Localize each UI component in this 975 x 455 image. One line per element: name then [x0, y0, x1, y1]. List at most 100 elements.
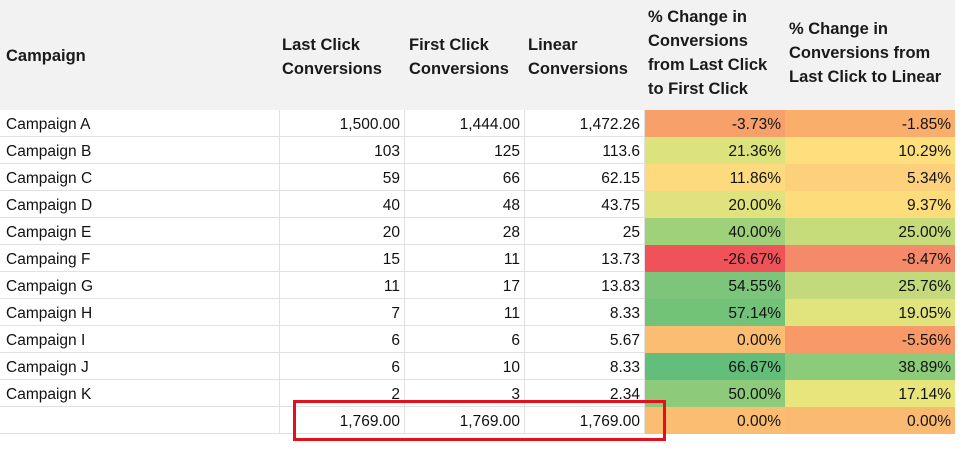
table-row: Campaign H 7 11 8.33 57.14% 19.05% — [0, 299, 955, 326]
gridline — [0, 433, 645, 434]
first-click-cell[interactable]: 1,769.00 — [405, 407, 525, 434]
table-row: Campaign B 103 125 113.6 21.36% 10.29% — [0, 137, 955, 164]
linear-cell[interactable]: 8.33 — [525, 353, 645, 380]
last-click-cell[interactable]: 6 — [280, 326, 405, 353]
last-click-cell[interactable]: 20 — [280, 218, 405, 245]
campaign-cell[interactable]: Campaign I — [0, 326, 280, 353]
linear-cell[interactable]: 1,769.00 — [525, 407, 645, 434]
first-click-cell[interactable]: 17 — [405, 272, 525, 299]
last-click-cell[interactable]: 59 — [280, 164, 405, 191]
first-click-cell[interactable]: 48 — [405, 191, 525, 218]
pct-linear-cell[interactable]: 9.37% — [785, 191, 955, 218]
gridline — [0, 298, 645, 299]
pct-linear-cell[interactable]: 0.00% — [785, 407, 955, 434]
pct-linear-cell[interactable]: 25.76% — [785, 272, 955, 299]
first-click-cell[interactable]: 11 — [405, 245, 525, 272]
last-click-cell[interactable]: 6 — [280, 353, 405, 380]
last-click-cell[interactable]: 15 — [280, 245, 405, 272]
pct-linear-cell[interactable]: 10.29% — [785, 137, 955, 164]
header-first-click: First Click Conversions — [405, 0, 525, 110]
pct-first-cell[interactable]: 0.00% — [645, 407, 785, 434]
header-last-click-label: Last Click Conversions — [282, 36, 382, 78]
first-click-cell[interactable]: 28 — [405, 218, 525, 245]
campaign-cell[interactable]: Campaign K — [0, 380, 280, 407]
pct-first-cell[interactable]: -26.67% — [645, 245, 785, 272]
gridline — [0, 190, 645, 191]
header-pct-first: % Change in Conversions from Last Click … — [645, 0, 785, 110]
pct-first-cell[interactable]: 54.55% — [645, 272, 785, 299]
pct-first-cell[interactable]: 11.86% — [645, 164, 785, 191]
table-row: Campaign C 59 66 62.15 11.86% 5.34% — [0, 164, 955, 191]
first-click-cell[interactable]: 1,444.00 — [405, 110, 525, 137]
pct-linear-cell[interactable]: -5.56% — [785, 326, 955, 353]
linear-cell[interactable]: 8.33 — [525, 299, 645, 326]
gridline — [0, 217, 645, 218]
table-row: Campaign D 40 48 43.75 20.00% 9.37% — [0, 191, 955, 218]
pct-first-cell[interactable]: 20.00% — [645, 191, 785, 218]
header-linear-label: Linear Conversions — [528, 36, 628, 78]
campaign-cell[interactable]: Campaign E — [0, 218, 280, 245]
linear-cell[interactable]: 13.83 — [525, 272, 645, 299]
linear-cell[interactable]: 13.73 — [525, 245, 645, 272]
header-linear: Linear Conversions — [525, 0, 645, 110]
first-click-cell[interactable]: 10 — [405, 353, 525, 380]
pct-first-cell[interactable]: -3.73% — [645, 110, 785, 137]
pct-first-cell[interactable]: 40.00% — [645, 218, 785, 245]
linear-cell[interactable]: 2.34 — [525, 380, 645, 407]
last-click-cell[interactable]: 7 — [280, 299, 405, 326]
pct-linear-cell[interactable]: 17.14% — [785, 380, 955, 407]
table-row: Campaign E 20 28 25 40.00% 25.00% — [0, 218, 955, 245]
linear-cell[interactable]: 1,472.26 — [525, 110, 645, 137]
header-pct-first-label: % Change in Conversions from Last Click … — [648, 8, 768, 98]
campaign-cell[interactable]: Campaing F — [0, 245, 280, 272]
pct-first-cell[interactable]: 21.36% — [645, 137, 785, 164]
linear-cell[interactable]: 25 — [525, 218, 645, 245]
pct-linear-cell[interactable]: -1.85% — [785, 110, 955, 137]
campaign-cell[interactable]: Campaign H — [0, 299, 280, 326]
campaign-cell[interactable]: Campaign A — [0, 110, 280, 137]
last-click-cell[interactable]: 40 — [280, 191, 405, 218]
linear-cell[interactable]: 62.15 — [525, 164, 645, 191]
linear-cell[interactable]: 43.75 — [525, 191, 645, 218]
header-last-click: Last Click Conversions — [280, 0, 405, 110]
pct-linear-cell[interactable]: -8.47% — [785, 245, 955, 272]
header-pct-linear-label: % Change in Conversions from Last Click … — [789, 20, 942, 86]
table-row: Campaign I 6 6 5.67 0.00% -5.56% — [0, 326, 955, 353]
campaign-cell[interactable]: Campaign C — [0, 164, 280, 191]
gridline — [0, 325, 645, 326]
campaign-cell[interactable]: Campaign D — [0, 191, 280, 218]
pct-first-cell[interactable]: 57.14% — [645, 299, 785, 326]
pct-first-cell[interactable]: 66.67% — [645, 353, 785, 380]
last-click-cell[interactable]: 1,769.00 — [280, 407, 405, 434]
campaign-cell[interactable]: Campaign J — [0, 353, 280, 380]
pct-linear-cell[interactable]: 25.00% — [785, 218, 955, 245]
last-click-cell[interactable]: 1,500.00 — [280, 110, 405, 137]
last-click-cell[interactable]: 11 — [280, 272, 405, 299]
first-click-cell[interactable]: 11 — [405, 299, 525, 326]
first-click-cell[interactable]: 125 — [405, 137, 525, 164]
totals-row: 1,769.00 1,769.00 1,769.00 0.00% 0.00% — [0, 407, 955, 434]
pct-linear-cell[interactable]: 38.89% — [785, 353, 955, 380]
pct-first-cell[interactable]: 0.00% — [645, 326, 785, 353]
first-click-cell[interactable]: 6 — [405, 326, 525, 353]
gridline — [0, 406, 645, 407]
linear-cell[interactable]: 113.6 — [525, 137, 645, 164]
header-campaign: Campaign — [0, 0, 280, 110]
first-click-cell[interactable]: 3 — [405, 380, 525, 407]
campaign-cell[interactable]: Campaign G — [0, 272, 280, 299]
pct-linear-cell[interactable]: 5.34% — [785, 164, 955, 191]
table-row: Campaign A 1,500.00 1,444.00 1,472.26 -3.73%… — [0, 110, 955, 137]
linear-cell[interactable]: 5.67 — [525, 326, 645, 353]
campaign-cell[interactable] — [0, 407, 280, 434]
gridline — [0, 136, 645, 137]
table-row: Campaing F 15 11 13.73 -26.67% -8.47% — [0, 245, 955, 272]
pct-first-cell[interactable]: 50.00% — [645, 380, 785, 407]
pct-linear-cell[interactable]: 19.05% — [785, 299, 955, 326]
last-click-cell[interactable]: 103 — [280, 137, 405, 164]
campaign-cell[interactable]: Campaign B — [0, 137, 280, 164]
first-click-cell[interactable]: 66 — [405, 164, 525, 191]
table-row: Campaign J 6 10 8.33 66.67% 38.89% — [0, 353, 955, 380]
gridline — [0, 379, 645, 380]
last-click-cell[interactable]: 2 — [280, 380, 405, 407]
